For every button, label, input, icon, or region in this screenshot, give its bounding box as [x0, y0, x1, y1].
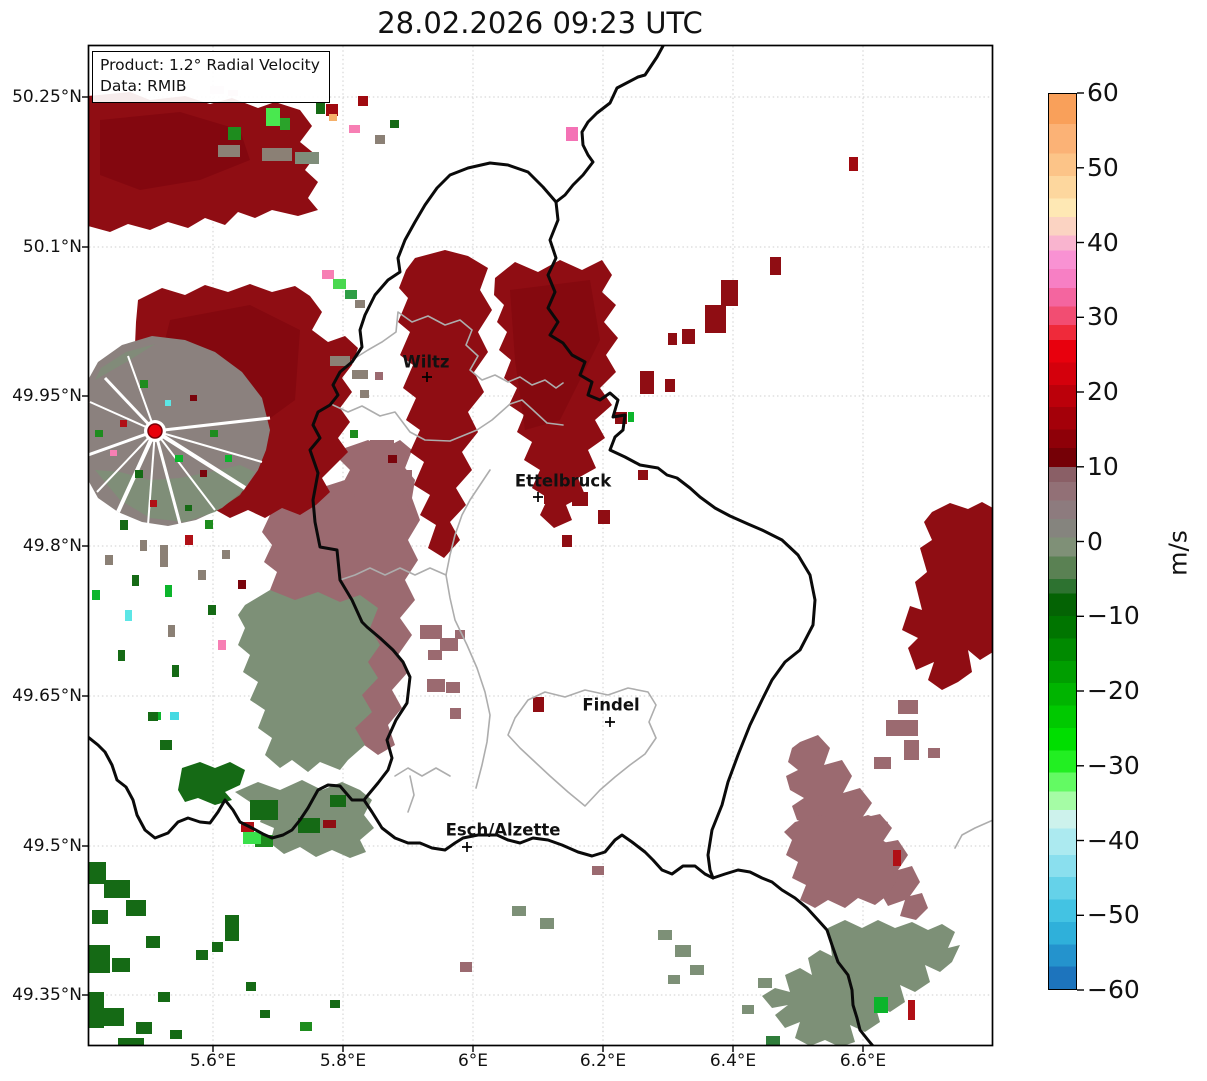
- border-luxembourg-east: [546, 200, 817, 880]
- city-label-ettelbruck: Ettelbruck: [514, 471, 612, 491]
- city-marker-findel: [605, 717, 615, 727]
- radar-ground-clutter-disc: [89, 336, 271, 526]
- colorbar-tick-label: 20: [1087, 377, 1119, 406]
- x-tick-label: 5.8°E: [319, 1051, 367, 1071]
- velocity-colorbar: [1048, 93, 1077, 990]
- axis-tick-marks: [82, 92, 1084, 1052]
- border-belgium-france: [89, 735, 366, 840]
- y-tick-label: 49.35°N: [12, 985, 82, 1005]
- colorbar-unit-label: m/s: [1163, 530, 1193, 576]
- city-markers: [422, 372, 615, 852]
- y-tick-label: 49.95°N: [12, 386, 82, 406]
- border-belgium-germany: [554, 46, 665, 204]
- colorbar-tick-label: 40: [1087, 227, 1119, 257]
- colorbar-tick-label: 0: [1087, 526, 1103, 556]
- x-tick-label: 5.6°E: [189, 1051, 237, 1071]
- border-luxembourg-south: [362, 798, 715, 880]
- x-tick-label: 6.2°E: [579, 1051, 627, 1071]
- colorbar-tick-label: −30: [1087, 750, 1140, 780]
- colorbar-tick-label: −20: [1087, 676, 1140, 705]
- plot-frame: [87, 44, 994, 1047]
- y-tick-label: 49.5°N: [22, 836, 82, 856]
- map-title: 28.02.2026 09:23 UTC: [377, 6, 703, 40]
- product-info-box: Product: 1.2° Radial Velocity Data: RMIB: [92, 51, 330, 103]
- x-tick-label: 6.6°E: [839, 1051, 887, 1071]
- data-source-label: Data: RMIB: [100, 77, 187, 96]
- y-tick-label: 50.1°N: [22, 237, 82, 257]
- city-marker-wiltz: [422, 372, 432, 382]
- colorbar-tick-marks: [1077, 92, 1084, 991]
- y-tick-label: 49.8°N: [22, 536, 82, 556]
- colorbar-tick-label: −50: [1087, 900, 1140, 930]
- colorbar-tick-label: 10: [1087, 451, 1119, 481]
- city-marker-esch: [462, 842, 472, 852]
- country-borders: [89, 46, 875, 1045]
- city-label-esch-alzette: Esch/Alzette: [445, 820, 561, 840]
- colorbar-tick-label: 50: [1087, 152, 1119, 182]
- colorbar-tick-label: 60: [1087, 78, 1119, 107]
- city-label-findel: Findel: [582, 695, 640, 715]
- product-label: Product: 1.2° Radial Velocity: [100, 56, 320, 74]
- x-tick-label: 6.4°E: [709, 1051, 757, 1071]
- border-luxembourg-west: [308, 161, 558, 802]
- colorbar-tick-label: −40: [1087, 825, 1140, 855]
- y-tick-label: 50.25°N: [12, 87, 82, 107]
- city-label-wiltz: Wiltz: [402, 352, 450, 372]
- x-tick-label: 6°E: [457, 1051, 489, 1071]
- radar-site-dot: [144, 420, 166, 442]
- canton-borders: [332, 311, 992, 849]
- colorbar-tick-label: −60: [1087, 975, 1140, 1004]
- y-tick-label: 49.65°N: [12, 686, 82, 706]
- colorbar-tick-label: 30: [1087, 302, 1119, 332]
- velocity-echoes: [89, 92, 992, 1045]
- colorbar-tick-label: −10: [1087, 601, 1140, 631]
- border-france-germany: [711, 868, 875, 1045]
- city-marker-ettelbruck: [533, 492, 543, 502]
